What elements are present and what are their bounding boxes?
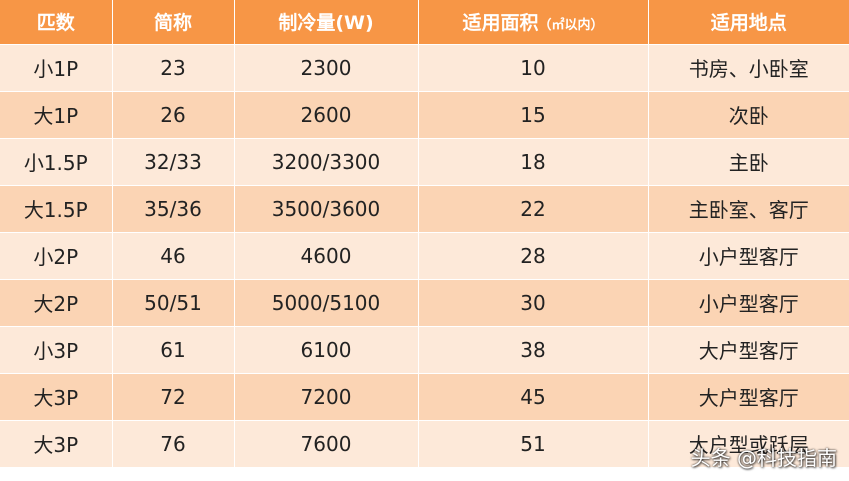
table-row: 大1P 26 2600 15 次卧 xyxy=(0,90,849,138)
cell-location: 书房、小卧室 xyxy=(648,43,849,91)
cell-cooling-capacity: 7600 xyxy=(234,419,419,467)
cell-short-name: 72 xyxy=(112,372,235,420)
table-body: 小1P 23 2300 10 书房、小卧室 大1P 26 2600 15 次卧 … xyxy=(0,43,849,467)
cell-area: 45 xyxy=(418,372,649,420)
header-horsepower: 匹数 xyxy=(0,0,113,44)
table-row: 小1P 23 2300 10 书房、小卧室 xyxy=(0,43,849,91)
cell-short-name: 76 xyxy=(112,419,235,467)
cell-area: 18 xyxy=(418,137,649,185)
table-row: 小2P 46 4600 28 小户型客厅 xyxy=(0,231,849,279)
cell-horsepower: 小1.5P xyxy=(0,137,113,185)
cell-horsepower: 大3P xyxy=(0,372,113,420)
cell-short-name: 50/51 xyxy=(112,278,235,326)
cell-location: 大户型客厅 xyxy=(648,372,849,420)
header-area-unit: （㎡以内） xyxy=(538,18,604,34)
watermark-text: 头条 @科技指南 xyxy=(690,446,837,470)
table-row: 大3P 76 7600 51 大户型或跃层 xyxy=(0,419,849,467)
cell-horsepower: 大1P xyxy=(0,90,113,138)
cell-cooling-capacity: 5000/5100 xyxy=(234,278,419,326)
table-row: 小1.5P 32/33 3200/3300 18 主卧 xyxy=(0,137,849,185)
cell-location: 次卧 xyxy=(648,90,849,138)
ac-capacity-table-sheet: 匹数 简称 制冷量(W) 适用面积（㎡以内） 适用地点 小1P 23 2300 … xyxy=(0,0,849,467)
cell-location: 大户型客厅 xyxy=(648,325,849,373)
cell-area: 30 xyxy=(418,278,649,326)
cell-horsepower: 小3P xyxy=(0,325,113,373)
cell-cooling-capacity: 3200/3300 xyxy=(234,137,419,185)
cell-horsepower: 小1P xyxy=(0,43,113,91)
cell-area: 28 xyxy=(418,231,649,279)
table-row: 小3P 61 6100 38 大户型客厅 xyxy=(0,325,849,373)
cell-cooling-capacity: 4600 xyxy=(234,231,419,279)
table-row: 大2P 50/51 5000/5100 30 小户型客厅 xyxy=(0,278,849,326)
cell-horsepower: 大3P xyxy=(0,419,113,467)
cell-short-name: 35/36 xyxy=(112,184,235,232)
cell-horsepower: 小2P xyxy=(0,231,113,279)
cell-area: 10 xyxy=(418,43,649,91)
table-row: 大1.5P 35/36 3500/3600 22 主卧室、客厅 xyxy=(0,184,849,232)
table-row: 大3P 72 7200 45 大户型客厅 xyxy=(0,372,849,420)
header-applicable-area: 适用面积（㎡以内） xyxy=(418,0,649,44)
cell-cooling-capacity: 6100 xyxy=(234,325,419,373)
cell-area: 51 xyxy=(418,419,649,467)
header-short-name: 简称 xyxy=(112,0,235,44)
cell-location: 小户型客厅 xyxy=(648,231,849,279)
cell-horsepower: 大1.5P xyxy=(0,184,113,232)
cell-cooling-capacity: 2600 xyxy=(234,90,419,138)
cell-horsepower: 大2P xyxy=(0,278,113,326)
cell-location: 大户型或跃层 xyxy=(648,419,849,467)
cell-cooling-capacity: 2300 xyxy=(234,43,419,91)
cell-short-name: 26 xyxy=(112,90,235,138)
cell-location: 主卧室、客厅 xyxy=(648,184,849,232)
cell-short-name: 46 xyxy=(112,231,235,279)
cell-short-name: 32/33 xyxy=(112,137,235,185)
cell-area: 22 xyxy=(418,184,649,232)
ac-capacity-table: 匹数 简称 制冷量(W) 适用面积（㎡以内） 适用地点 小1P 23 2300 … xyxy=(0,0,849,467)
header-area-label: 适用面积 xyxy=(462,12,539,35)
header-cooling-capacity: 制冷量(W) xyxy=(234,0,419,44)
header-applicable-location: 适用地点 xyxy=(710,12,787,35)
header-row: 匹数 简称 制冷量(W) 适用面积（㎡以内） 适用地点 xyxy=(0,0,849,44)
cell-location: 主卧 xyxy=(648,137,849,185)
cell-short-name: 61 xyxy=(112,325,235,373)
cell-area: 15 xyxy=(418,90,649,138)
cell-location: 小户型客厅 xyxy=(648,278,849,326)
cell-cooling-capacity: 3500/3600 xyxy=(234,184,419,232)
cell-area: 38 xyxy=(418,325,649,373)
cell-cooling-capacity: 7200 xyxy=(234,372,419,420)
table-header: 匹数 简称 制冷量(W) 适用面积（㎡以内） 适用地点 xyxy=(0,0,849,44)
cell-short-name: 23 xyxy=(112,43,235,91)
